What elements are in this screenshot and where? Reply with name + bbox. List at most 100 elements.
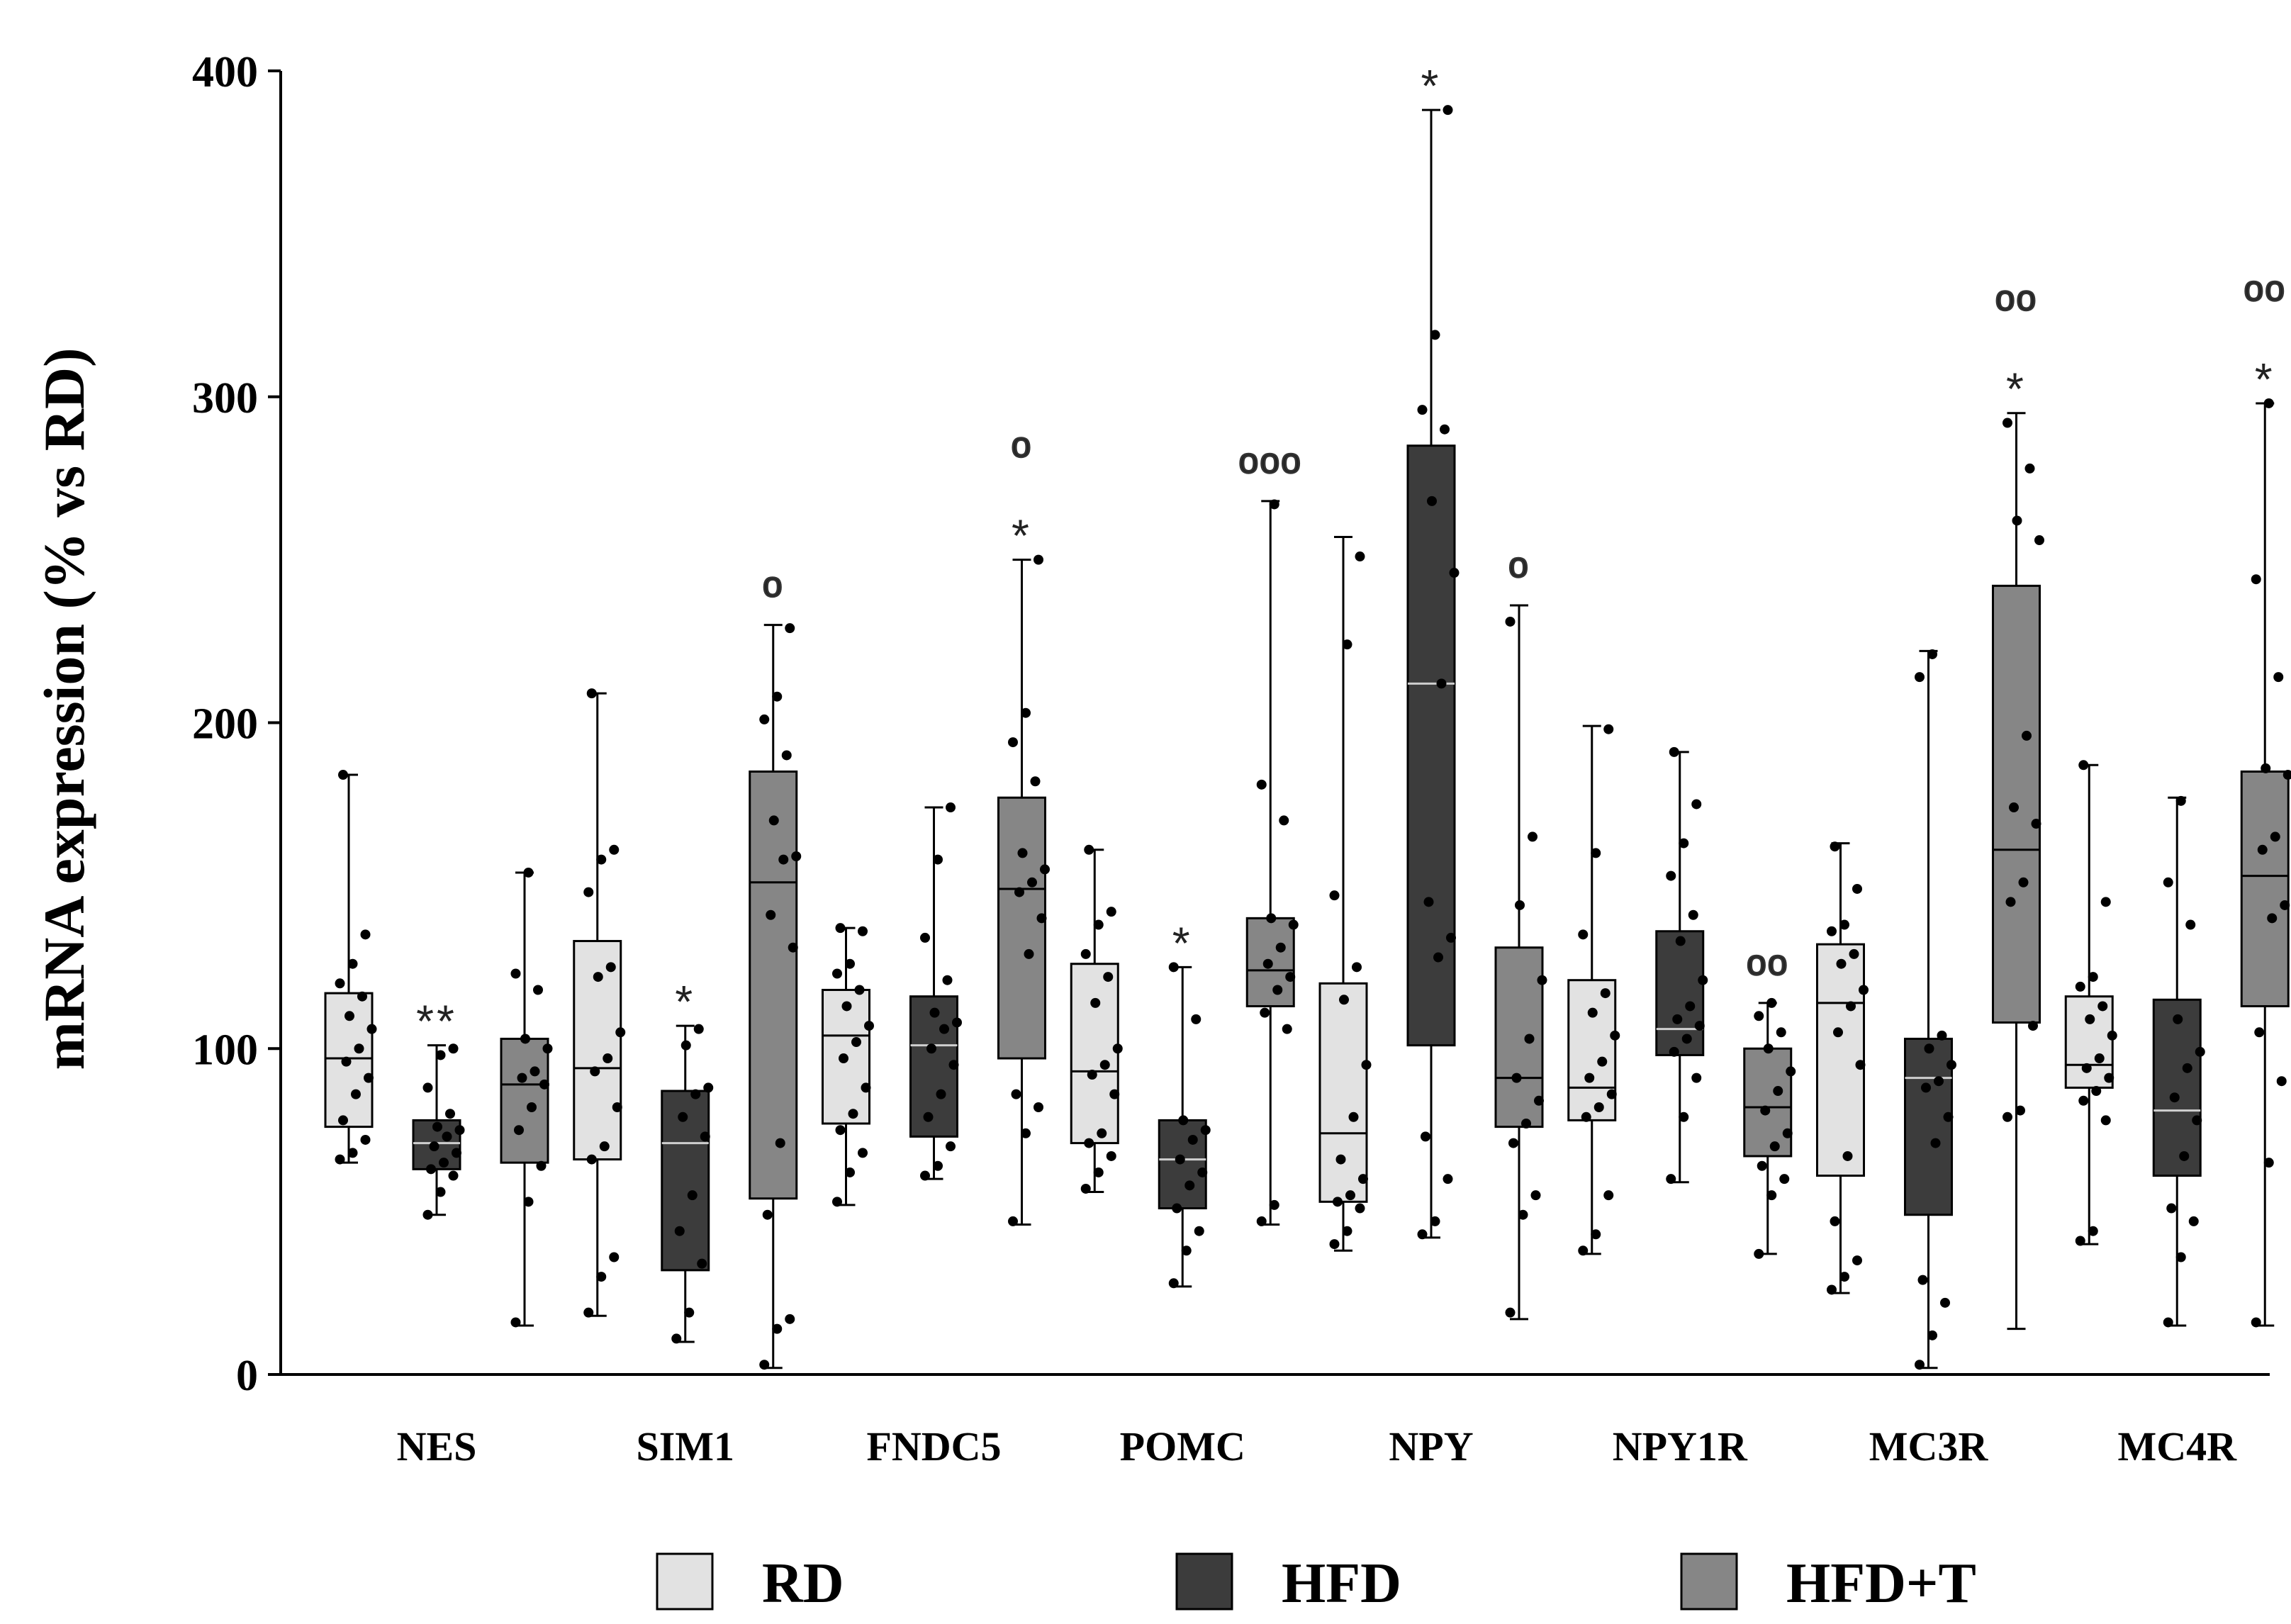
data-point — [1430, 1216, 1440, 1226]
data-point — [2273, 672, 2284, 683]
data-point — [1282, 1024, 1292, 1034]
data-point — [864, 1021, 874, 1031]
data-point — [1421, 1131, 1430, 1142]
data-point — [791, 851, 802, 861]
y-tick-label: 400 — [192, 48, 258, 96]
data-point — [1940, 1297, 1950, 1308]
box-iqr — [997, 796, 1046, 1060]
box-nes-rd — [324, 770, 377, 1165]
significance-star: * — [2255, 354, 2275, 405]
data-point — [609, 1252, 620, 1262]
data-point — [1417, 1229, 1428, 1240]
data-point — [1521, 1118, 1531, 1129]
data-point — [612, 1102, 622, 1113]
data-point — [1030, 776, 1041, 787]
data-point — [1355, 1203, 1365, 1214]
data-point — [1672, 1014, 1683, 1024]
data-point — [1355, 551, 1365, 562]
data-point — [1915, 1360, 1925, 1370]
data-point — [1842, 1150, 1853, 1161]
data-point — [583, 887, 594, 897]
box-npy-hfd — [1406, 105, 1460, 1240]
box-pomc-rd — [1070, 844, 1123, 1194]
data-point — [429, 1141, 439, 1152]
data-point — [1591, 1229, 1601, 1240]
data-point — [1358, 1174, 1368, 1185]
legend-swatch-hfdt — [1680, 1552, 1738, 1611]
data-point — [596, 1272, 607, 1282]
box-npy1r-hfd — [1655, 746, 1708, 1185]
box-iqr — [1158, 1119, 1207, 1210]
data-point — [851, 1037, 861, 1048]
significance-star: * — [1012, 510, 1032, 561]
data-point — [1839, 919, 1849, 930]
data-point — [1666, 1174, 1676, 1185]
data-point — [1937, 1030, 1947, 1041]
data-point — [1859, 985, 1869, 995]
data-point — [1181, 1245, 1192, 1256]
data-point — [1197, 1167, 1208, 1177]
significance-circle: ooo — [1239, 441, 1302, 481]
data-point — [2195, 1046, 2205, 1057]
data-point — [920, 932, 930, 943]
box-iqr — [2240, 770, 2290, 1007]
data-point — [347, 958, 358, 969]
significance-star: * — [1172, 917, 1193, 968]
data-point — [2024, 463, 2035, 474]
box-iqr — [1494, 946, 1544, 1129]
y-tick-label: 300 — [192, 374, 258, 422]
data-point — [435, 1050, 446, 1060]
box-iqr — [1318, 982, 1368, 1203]
significance-star: * — [1421, 60, 1442, 111]
data-point — [2018, 877, 2029, 887]
data-point — [693, 1024, 704, 1034]
data-point — [1443, 1174, 1453, 1185]
data-point — [364, 1073, 374, 1083]
data-point — [1666, 870, 1676, 881]
data-point — [360, 929, 371, 940]
data-point — [527, 1102, 537, 1113]
data-point — [1930, 1138, 1941, 1148]
data-point — [1917, 1275, 1928, 1285]
data-point — [2078, 760, 2089, 771]
data-point — [1008, 737, 1018, 748]
data-point — [1423, 897, 1434, 907]
data-point — [1505, 1307, 1516, 1318]
data-point — [2254, 1027, 2265, 1038]
data-point — [1924, 1043, 1934, 1054]
data-point — [1927, 1330, 1937, 1340]
data-point — [2085, 1014, 2095, 1024]
data-point — [1688, 909, 1698, 920]
data-point — [366, 1024, 377, 1034]
data-point — [426, 1164, 436, 1175]
data-point — [684, 1307, 695, 1318]
data-point — [1836, 958, 1847, 969]
data-point — [1691, 799, 1702, 810]
data-point — [1200, 1125, 1211, 1136]
data-point — [1852, 883, 1862, 894]
data-point — [848, 1109, 858, 1119]
box-iqr — [1743, 1047, 1793, 1158]
significance-star: ** — [416, 996, 457, 1047]
data-point — [338, 770, 348, 780]
box-mc3r-hfdt — [1992, 412, 2044, 1331]
data-point — [2263, 1158, 2274, 1168]
data-point — [422, 1209, 433, 1220]
data-point — [2263, 398, 2274, 408]
data-point — [2175, 1252, 2186, 1262]
data-point — [1329, 890, 1340, 901]
data-point — [1578, 929, 1589, 940]
data-point — [1511, 1073, 1522, 1083]
data-point — [1333, 1197, 1343, 1207]
data-point — [1515, 900, 1525, 910]
data-point — [1921, 1082, 1931, 1093]
data-point — [762, 1209, 773, 1220]
box-iqr — [500, 1037, 549, 1164]
data-point — [1849, 948, 1859, 959]
data-point — [933, 1160, 943, 1171]
box-iqr — [1070, 963, 1119, 1145]
data-point — [1087, 1070, 1097, 1080]
data-point — [1597, 1056, 1608, 1067]
data-point — [1669, 1046, 1679, 1057]
data-point — [839, 1053, 848, 1064]
